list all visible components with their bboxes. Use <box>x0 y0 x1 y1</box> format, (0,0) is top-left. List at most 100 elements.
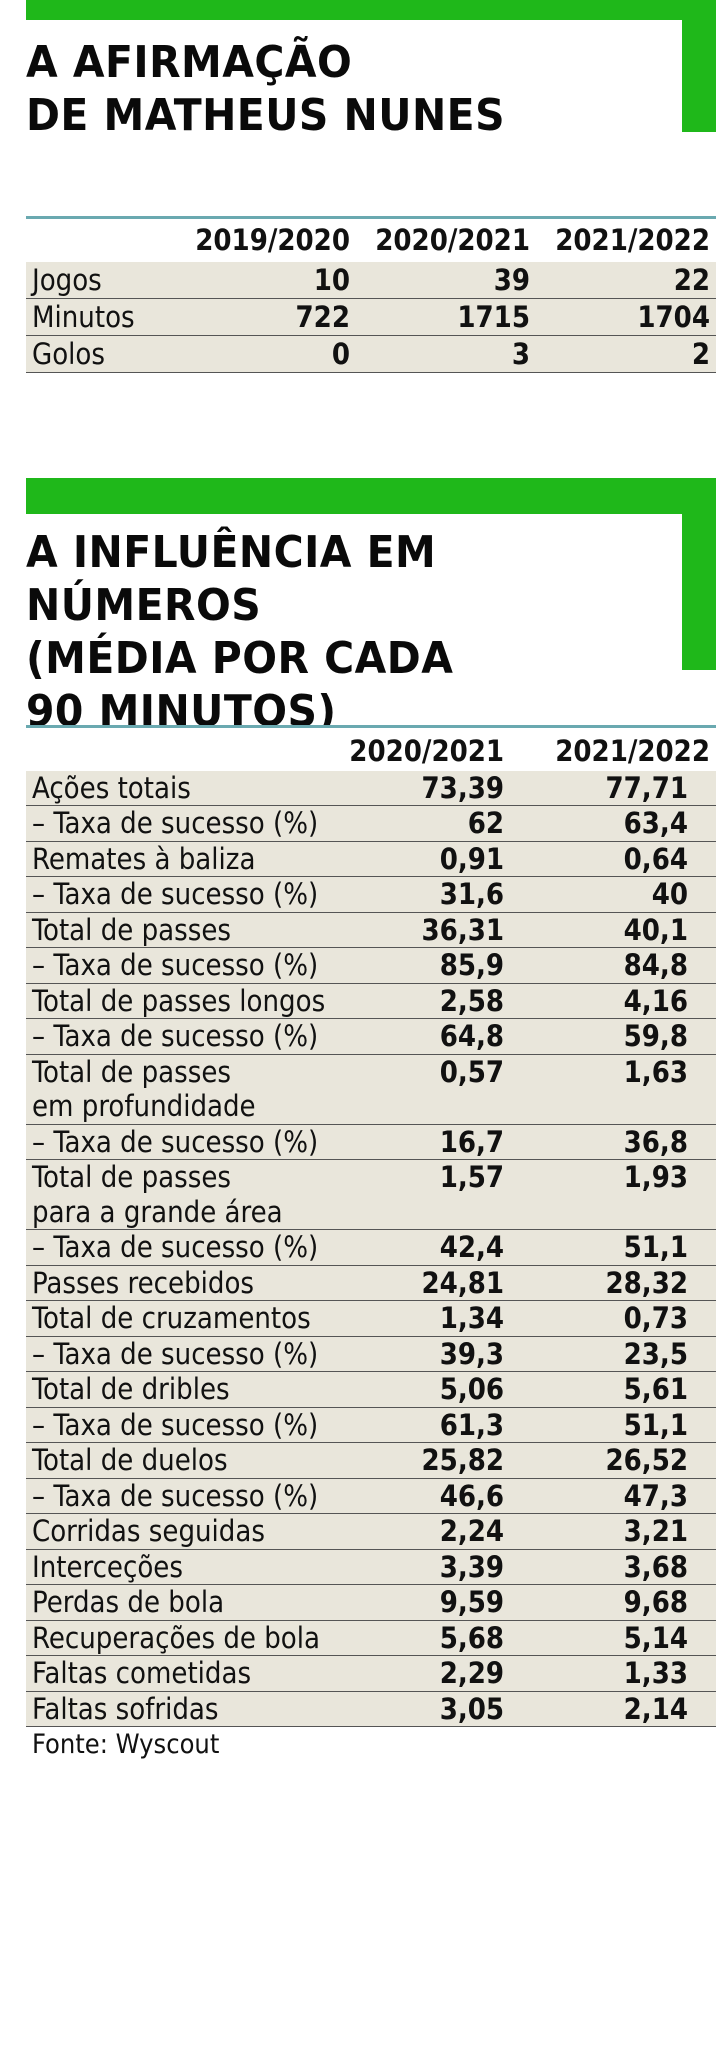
row-label: Faltas cometidas <box>26 1655 344 1692</box>
row-value: 73,39 <box>343 770 511 806</box>
row-value: 1715 <box>356 298 536 336</box>
row-label: – Taxa de sucesso (%) <box>26 1229 344 1266</box>
row-value: 0 <box>186 335 356 373</box>
header-spacer <box>26 726 344 771</box>
table-row: Perdas de bola 9,59 9,68 <box>26 1584 716 1621</box>
row-value: 2,29 <box>343 1655 511 1692</box>
row-value: 22 <box>536 261 716 299</box>
row-value: 3,68 <box>510 1549 716 1585</box>
table-row: – Taxa de sucesso (%) 42,4 51,1 <box>26 1229 716 1266</box>
row-label: – Taxa de sucesso (%) <box>26 1336 344 1372</box>
row-value: 1,57 <box>343 1159 511 1230</box>
table-row: Corridas seguidas 2,24 3,21 <box>26 1513 716 1550</box>
row-value: 722 <box>186 298 356 336</box>
influence-stats-table: 2020/2021 2021/2022 Ações totais 73,39 77,… <box>26 725 716 1763</box>
table-row: – Taxa de sucesso (%) 61,3 51,1 <box>26 1407 716 1443</box>
influence-header-row: 2020/2021 2021/2022 <box>26 726 716 771</box>
section2-title: A INFLUÊNCIA EM NÚMEROS (MÉDIA POR CADA … <box>26 527 454 737</box>
row-value: 2,58 <box>343 983 511 1019</box>
row-label: Golos <box>26 335 186 373</box>
row-value: 23,5 <box>510 1336 716 1372</box>
row-label: Minutos <box>26 298 186 336</box>
row-value: 62 <box>343 805 511 842</box>
row-label: Corridas seguidas <box>26 1513 344 1550</box>
row-label: Passes recebidos <box>26 1265 344 1301</box>
row-value: 5,68 <box>343 1620 511 1656</box>
header-spacer <box>26 217 186 262</box>
section1-title: A AFIRMAÇÃO DE MATHEUS NUNES <box>26 37 506 141</box>
row-value: 25,82 <box>343 1442 511 1479</box>
row-value: 5,14 <box>510 1620 716 1656</box>
row-label: Total de duelos <box>26 1442 344 1479</box>
row-value: 39,3 <box>343 1336 511 1372</box>
row-label: – Taxa de sucesso (%) <box>26 1124 344 1160</box>
row-value: 16,7 <box>343 1124 511 1160</box>
table-row: Minutos 722 1715 1704 <box>26 298 716 336</box>
row-value: 39 <box>356 261 536 299</box>
table-row: Faltas sofridas 3,05 2,14 <box>26 1691 716 1727</box>
header-season-2019-2020: 2019/2020 <box>186 217 356 262</box>
row-value: 85,9 <box>343 947 511 984</box>
row-value: 36,8 <box>510 1124 716 1160</box>
row-value: 47,3 <box>510 1478 716 1514</box>
source-note: Fonte: Wyscout <box>26 1726 716 1763</box>
row-value: 84,8 <box>510 947 716 984</box>
row-label: Total de dribles <box>26 1371 344 1408</box>
table-row: Recuperações de bola 5,68 5,14 <box>26 1620 716 1656</box>
table-row: Total de passes para a grande área 1,57 1,… <box>26 1159 716 1230</box>
row-label: Faltas sofridas <box>26 1691 344 1727</box>
row-value: 63,4 <box>510 805 716 842</box>
header-season-2020-2021: 2020/2021 <box>356 217 536 262</box>
row-label: Total de passes em profundidade <box>26 1054 344 1125</box>
row-label: Remates à baliza <box>26 841 344 877</box>
row-value: 40 <box>510 876 716 913</box>
row-value: 4,16 <box>510 983 716 1019</box>
row-value: 3,21 <box>510 1513 716 1550</box>
row-value: 2,24 <box>343 1513 511 1550</box>
row-value: 28,32 <box>510 1265 716 1301</box>
table-row: Jogos 10 39 22 <box>26 261 716 299</box>
row-label: Total de passes longos <box>26 983 344 1019</box>
table-row: Passes recebidos 24,81 28,32 <box>26 1265 716 1301</box>
table-row: Faltas cometidas 2,29 1,33 <box>26 1655 716 1692</box>
row-value: 2 <box>536 335 716 373</box>
section1-side-green-bar <box>682 0 716 132</box>
row-label: Total de passes <box>26 912 344 948</box>
table-row: Interceções 3,39 3,68 <box>26 1549 716 1585</box>
table-row: – Taxa de sucesso (%) 31,6 40 <box>26 876 716 913</box>
table-row: – Taxa de sucesso (%) 16,7 36,8 <box>26 1124 716 1160</box>
row-value: 2,14 <box>510 1691 716 1727</box>
row-value: 9,59 <box>343 1584 511 1621</box>
row-value: 3 <box>356 335 536 373</box>
table-row: Remates à baliza 0,91 0,64 <box>26 841 716 877</box>
table-row: Total de cruzamentos 1,34 0,73 <box>26 1300 716 1337</box>
table-row: Golos 0 3 2 <box>26 335 716 373</box>
row-value: 1704 <box>536 298 716 336</box>
row-value: 40,1 <box>510 912 716 948</box>
table-row: Total de passes 36,31 40,1 <box>26 912 716 948</box>
row-value: 42,4 <box>343 1229 511 1266</box>
row-value: 77,71 <box>510 770 716 806</box>
row-label: – Taxa de sucesso (%) <box>26 1407 344 1443</box>
row-value: 24,81 <box>343 1265 511 1301</box>
row-value: 5,61 <box>510 1371 716 1408</box>
table-row: – Taxa de sucesso (%) 64,8 59,8 <box>26 1018 716 1055</box>
row-value: 64,8 <box>343 1018 511 1055</box>
row-label: – Taxa de sucesso (%) <box>26 1478 344 1514</box>
row-value: 0,57 <box>343 1054 511 1125</box>
table-row: – Taxa de sucesso (%) 85,9 84,8 <box>26 947 716 984</box>
row-label: Perdas de bola <box>26 1584 344 1621</box>
row-label: – Taxa de sucesso (%) <box>26 947 344 984</box>
season-summary-table: 2019/2020 2020/2021 2021/2022 Jogos 10 39 2… <box>26 216 716 373</box>
section2-side-green-bar <box>682 478 716 670</box>
source-row: Fonte: Wyscout <box>26 1726 716 1763</box>
row-label: – Taxa de sucesso (%) <box>26 1018 344 1055</box>
row-value: 3,05 <box>343 1691 511 1727</box>
section2-top-green-bar <box>26 478 716 514</box>
row-label: Ações totais <box>26 770 344 806</box>
table-row: Total de passes longos 2,58 4,16 <box>26 983 716 1019</box>
row-value: 36,31 <box>343 912 511 948</box>
row-value: 1,93 <box>510 1159 716 1230</box>
row-label: Recuperações de bola <box>26 1620 344 1656</box>
row-value: 3,39 <box>343 1549 511 1585</box>
